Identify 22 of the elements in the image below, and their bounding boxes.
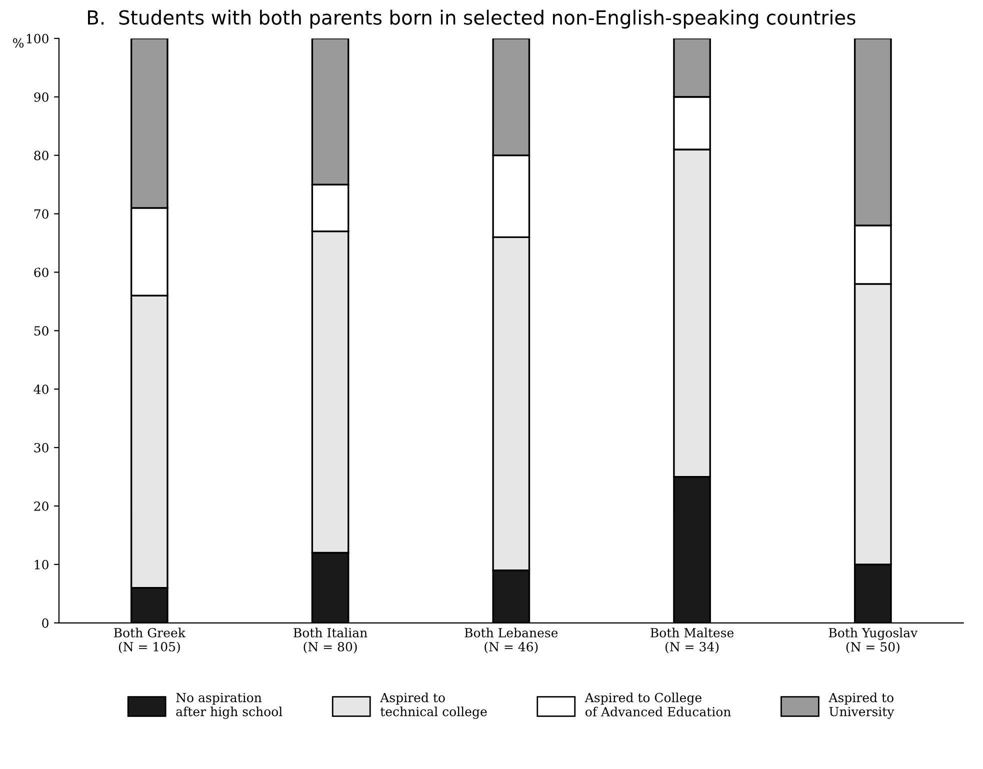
y-tick-label: 70 <box>34 209 48 219</box>
y-tick-label: 20 <box>34 501 48 511</box>
x-tick-label: Both Lebanese (N = 46) <box>464 628 558 654</box>
y-tick-label: 60 <box>34 268 48 278</box>
legend-label: Aspired to College of Advanced Education <box>584 692 731 716</box>
y-tick-label: 80 <box>34 150 48 160</box>
x-tick-label: Both Yugoslav (N = 50) <box>828 628 918 654</box>
y-axis-title: % <box>13 38 24 48</box>
legend-label: Aspired to technical college <box>380 692 487 719</box>
y-tick-label: 50 <box>34 326 48 336</box>
y-tick-label: 40 <box>34 384 48 394</box>
legend-label: Aspired to University <box>828 692 894 719</box>
y-tick-label: 90 <box>34 92 48 102</box>
chart-title: B. Students with both parents born in selected non-English-speaking countries <box>88 10 856 29</box>
x-tick-label: Both Maltese (N = 34) <box>650 628 734 654</box>
y-tick-label: 100 <box>26 34 48 44</box>
x-tick-label: Both Italian (N = 80) <box>294 628 368 654</box>
y-tick-label: 10 <box>34 560 48 570</box>
legend-label: No aspiration after high school <box>176 692 282 719</box>
x-tick-label: Both Greek (N = 105) <box>114 628 186 654</box>
y-tick-label: 30 <box>34 443 48 452</box>
y-tick-label: 0 <box>42 618 48 628</box>
